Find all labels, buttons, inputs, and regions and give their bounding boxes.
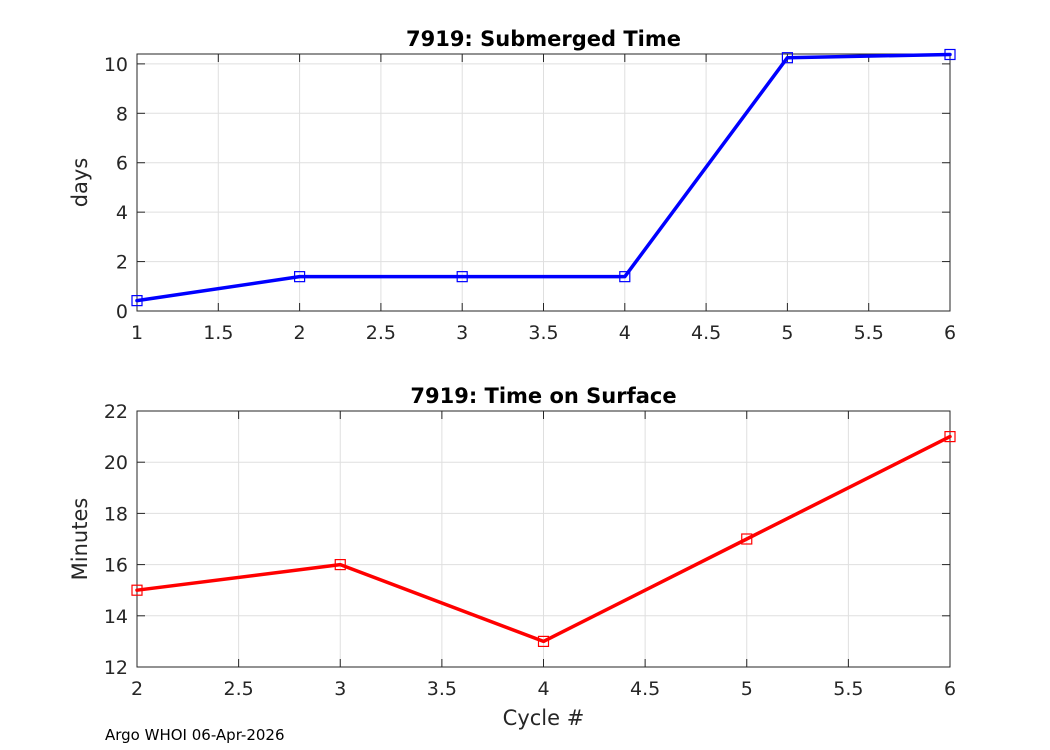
x-tick-label: 3.5 bbox=[427, 678, 457, 700]
x-tick-label: 3 bbox=[334, 678, 346, 700]
x-tick-label: 1.5 bbox=[203, 322, 233, 344]
x-tick-label: 5 bbox=[781, 322, 793, 344]
x-tick-label: 2.5 bbox=[366, 322, 396, 344]
chart-title: 7919: Time on Surface bbox=[410, 384, 676, 408]
x-tick-label: 1 bbox=[131, 322, 143, 344]
chart-title: 7919: Submerged Time bbox=[406, 27, 681, 51]
y-axis-label: days bbox=[68, 158, 92, 208]
series-line bbox=[135, 52, 952, 303]
x-tick-label: 5.5 bbox=[833, 678, 863, 700]
y-tick-label: 14 bbox=[104, 606, 128, 628]
chart-time-on-surface: 2 2.5 3 3.5 4 4.5 5 5.5 6 12 14 16 18 20 22 7919: Time … bbox=[68, 384, 956, 730]
y-tick-label: 8 bbox=[116, 103, 128, 125]
y-tick-label: 22 bbox=[104, 401, 128, 423]
data-point bbox=[944, 431, 956, 443]
y-tick-label: 20 bbox=[104, 452, 128, 474]
data-point bbox=[781, 52, 794, 64]
x-tick-label: 5.5 bbox=[854, 322, 884, 344]
x-tick-label: 6 bbox=[944, 678, 956, 700]
x-axis-label: Cycle # bbox=[503, 706, 585, 730]
y-tick-label: 0 bbox=[116, 301, 128, 323]
x-tick-label: 4 bbox=[537, 678, 549, 700]
data-point bbox=[131, 295, 143, 307]
x-tick-label: 5 bbox=[741, 678, 753, 700]
x-tick-label: 2 bbox=[294, 322, 306, 344]
data-point bbox=[537, 635, 550, 648]
x-tick-label: 4.5 bbox=[630, 678, 660, 700]
y-tick-label: 6 bbox=[116, 153, 128, 175]
x-tick-label: 2.5 bbox=[224, 678, 254, 700]
x-tick-label: 3 bbox=[456, 322, 468, 344]
y-tick-label: 4 bbox=[116, 202, 128, 224]
data-point bbox=[944, 48, 956, 61]
y-axis-label: Minutes bbox=[68, 498, 92, 581]
data-point bbox=[619, 271, 631, 283]
data-point bbox=[334, 558, 346, 571]
x-tick-label: 3.5 bbox=[528, 322, 558, 344]
y-tick-label: 18 bbox=[104, 503, 128, 525]
y-tick-label: 10 bbox=[104, 54, 128, 76]
data-point bbox=[741, 533, 753, 545]
y-tick-label: 2 bbox=[116, 252, 128, 274]
data-point bbox=[131, 584, 143, 596]
footer-credit: Argo WHOI 06-Apr-2026 bbox=[105, 726, 285, 744]
chart-submerged-time: 1 1.5 2 2.5 3 3.5 4 4.5 5 5.5 6 0 2 4 6 8 10 7919: Submer… bbox=[68, 27, 956, 344]
series-line bbox=[135, 434, 952, 644]
x-tick-label: 4 bbox=[619, 322, 631, 344]
data-point bbox=[294, 271, 306, 283]
y-tick-label: 12 bbox=[104, 657, 128, 679]
x-tick-label: 4.5 bbox=[691, 322, 721, 344]
x-tick-label: 6 bbox=[944, 322, 956, 344]
data-point bbox=[456, 271, 468, 283]
x-tick-label: 2 bbox=[131, 678, 143, 700]
y-tick-label: 16 bbox=[104, 555, 128, 577]
